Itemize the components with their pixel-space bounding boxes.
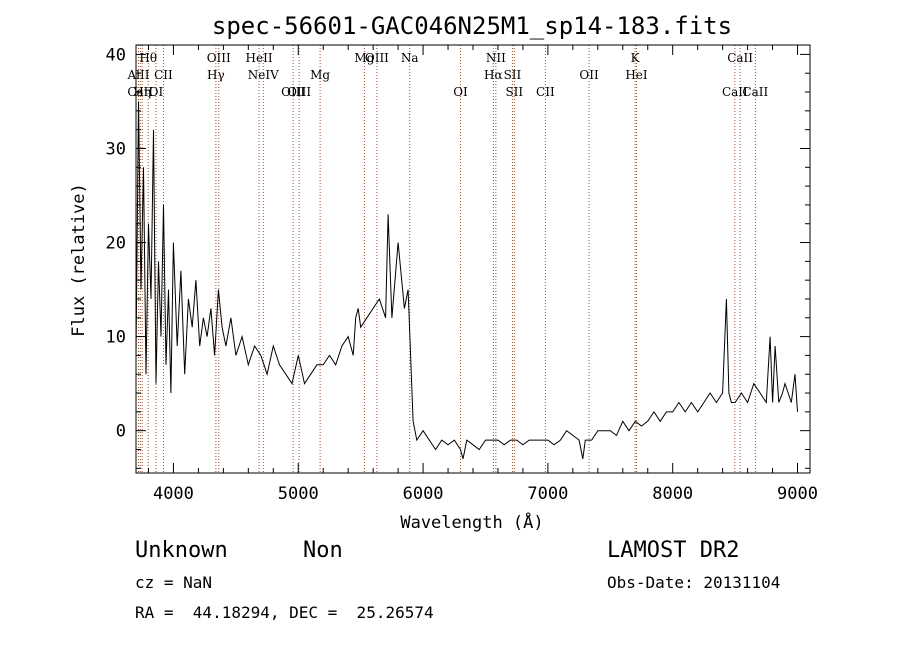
plot-frame xyxy=(135,44,811,474)
spectral-line-label-20: SII xyxy=(505,85,523,99)
cz-value: cz = NaN xyxy=(135,573,213,592)
class-label: Unknown xyxy=(135,538,228,563)
y-tick-label-0: 0 xyxy=(116,422,126,442)
spectral-line-label-12: Mg xyxy=(310,68,330,82)
spectral-line-label-8: HeII xyxy=(246,51,273,65)
spectral-line-label-23: K xyxy=(631,51,641,65)
spectral-line-label-21: CII xyxy=(536,85,555,99)
spectral-line-label-25: CaII xyxy=(727,51,753,65)
spectral-line-label-14: OIII xyxy=(365,51,389,65)
spectral-line-label-26: CaII xyxy=(722,85,748,99)
x-tick-label-5000: 5000 xyxy=(278,484,319,504)
spectral-line-labels: HθAlIICaIIHηOICIIOIIIHγHeIINeIVOIIIOIIIM… xyxy=(127,51,769,99)
x-axis-ticks: 4000 5000 6000 7000 8000 9000 xyxy=(147,45,818,504)
x-tick-label-8000: 8000 xyxy=(652,484,693,504)
spectral-line-label-22: OII xyxy=(579,68,599,82)
spectral-line-label-11: OIII xyxy=(287,85,311,99)
spectral-line-label-18: Hα xyxy=(484,68,503,82)
spectrum-series-line xyxy=(135,101,798,460)
spectral-line-label-24: HeI xyxy=(625,68,648,82)
y-axis-ticks: 0 10 20 30 40 xyxy=(106,45,810,469)
spectral-line-label-9: NeIV xyxy=(248,68,279,82)
spectral-line-label-17: NII xyxy=(486,51,506,65)
spectral-line-label-13: Mg xyxy=(354,51,374,65)
survey-label: LAMOST DR2 xyxy=(607,538,740,563)
obs-date: Obs-Date: 20131104 xyxy=(607,573,781,592)
subclass-label: Non xyxy=(303,538,343,563)
ra-dec: RA = 44.18294, DEC = 25.26574 xyxy=(135,603,434,622)
y-tick-label-40: 40 xyxy=(106,45,126,65)
chart-title: spec-56601-GAC046N25M1_sp14-183.fits xyxy=(212,12,732,40)
spectral-line-label-7: Hγ xyxy=(207,68,225,82)
x-tick-label-9000: 9000 xyxy=(777,484,818,504)
y-tick-label-10: 10 xyxy=(106,328,126,348)
y-axis-label: Flux (relative) xyxy=(69,183,89,337)
spectral-line-markers xyxy=(137,45,756,473)
spectral-line-label-16: OI xyxy=(453,85,468,99)
spectral-line-label-4: OI xyxy=(149,85,164,99)
x-tick-label-6000: 6000 xyxy=(403,484,444,504)
spectral-line-label-5: CII xyxy=(154,68,173,82)
x-tick-label-7000: 7000 xyxy=(527,484,568,504)
spectral-line-label-19: SII xyxy=(504,68,522,82)
spectral-line-label-3: Hη xyxy=(133,85,151,99)
y-tick-label-30: 30 xyxy=(106,139,126,159)
spectral-line-label-10: OIII xyxy=(281,85,305,99)
spectral-line-label-27: CaII xyxy=(742,85,768,99)
x-axis-label: Wavelength (Å) xyxy=(400,511,543,533)
x-tick-label-4000: 4000 xyxy=(153,484,194,504)
spectral-line-label-1: AlII xyxy=(127,68,150,82)
spectral-line-label-0: Hθ xyxy=(139,51,157,65)
y-tick-label-20: 20 xyxy=(106,234,126,254)
spectral-line-label-6: OIII xyxy=(207,51,231,65)
spectral-line-label-15: Na xyxy=(401,51,419,65)
